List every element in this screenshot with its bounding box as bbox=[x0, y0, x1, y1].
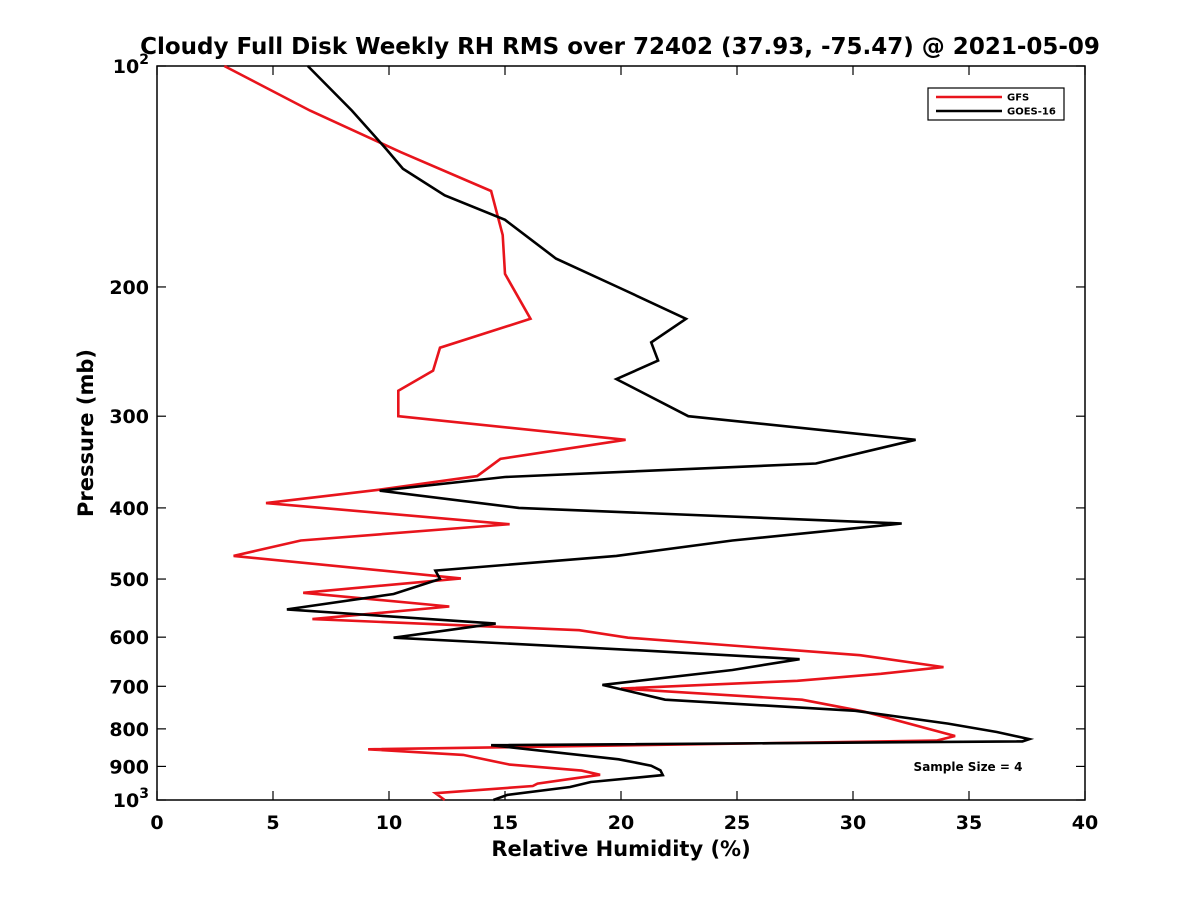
legend-entries: GFS GOES-16 bbox=[936, 93, 1056, 118]
y-tick-label-100: 102 bbox=[113, 52, 149, 78]
y-tick-label-200: 200 bbox=[109, 277, 149, 299]
y-tick-base: 10 bbox=[113, 56, 139, 78]
x-tick-label-30: 30 bbox=[840, 812, 866, 834]
x-tick-label-0: 0 bbox=[150, 812, 163, 834]
series-line-goes-16 bbox=[286, 65, 1035, 802]
legend-label-goes-16: GOES-16 bbox=[1007, 107, 1056, 118]
x-tick-label-35: 35 bbox=[956, 812, 982, 834]
y-tick-label-400: 400 bbox=[109, 498, 149, 520]
y-tick-label-500: 500 bbox=[109, 569, 149, 591]
y-tick-label-300: 300 bbox=[109, 406, 149, 428]
y-tick-label-800: 800 bbox=[109, 719, 149, 741]
x-axis-label: Relative Humidity (%) bbox=[491, 837, 750, 861]
legend-box bbox=[927, 87, 1065, 121]
chart-title: Cloudy Full Disk Weekly RH RMS over 7240… bbox=[140, 34, 1100, 60]
legend-label-gfs: GFS bbox=[1007, 93, 1029, 104]
x-tick-label-5: 5 bbox=[266, 812, 279, 834]
plot-area: 0 5 10 15 20 25 30 35 40 10220030040050060070080… bbox=[109, 52, 1098, 834]
sample-size-annotation: Sample Size = 4 bbox=[914, 760, 1023, 774]
y-tick-label-1000: 103 bbox=[113, 786, 149, 812]
series-lines bbox=[223, 64, 1035, 802]
x-tick-label-25: 25 bbox=[724, 812, 750, 834]
x-tick-label-10: 10 bbox=[376, 812, 402, 834]
y-tick-exponent: 3 bbox=[139, 786, 149, 802]
y-tick-label-900: 900 bbox=[109, 756, 149, 778]
y-axis-label: Pressure (mb) bbox=[74, 349, 98, 517]
x-axis-ticks: 0 5 10 15 20 25 30 35 40 bbox=[150, 66, 1098, 834]
y-tick-label-700: 700 bbox=[109, 676, 149, 698]
y-tick-base: 10 bbox=[113, 790, 139, 812]
legend: GFS GOES-16 bbox=[927, 87, 1065, 121]
x-tick-label-40: 40 bbox=[1072, 812, 1098, 834]
y-tick-exponent: 2 bbox=[139, 52, 149, 68]
y-tick-label-600: 600 bbox=[109, 627, 149, 649]
x-tick-label-15: 15 bbox=[492, 812, 518, 834]
x-tick-label-20: 20 bbox=[608, 812, 634, 834]
series-line-gfs bbox=[223, 64, 956, 802]
